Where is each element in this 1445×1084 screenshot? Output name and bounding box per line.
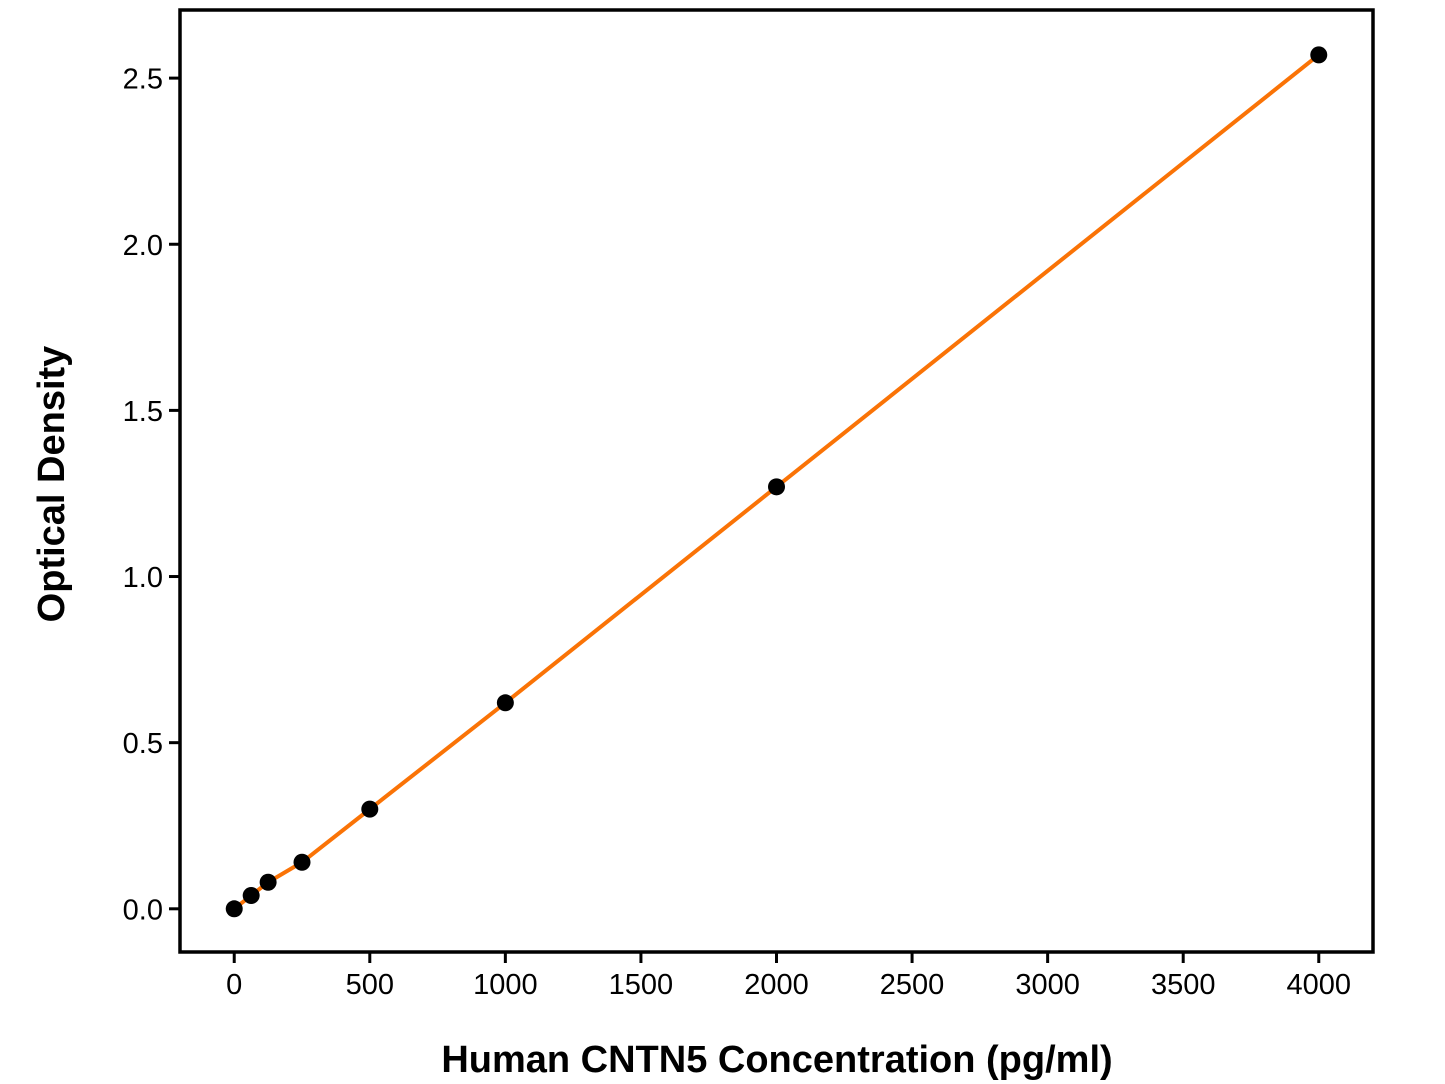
- data-point-marker: [361, 800, 379, 818]
- x-tick-label: 1000: [473, 969, 538, 1001]
- x-tick-label: 1500: [609, 969, 674, 1001]
- y-tick-label: 0.5: [123, 728, 163, 760]
- x-tick-label: 0: [226, 969, 242, 1001]
- y-axis-title: Optical Density: [31, 346, 73, 623]
- data-point-marker: [259, 873, 277, 891]
- x-tick-label: 4000: [1287, 969, 1352, 1001]
- y-tick-label: 0.0: [123, 894, 163, 926]
- data-point-marker: [1310, 46, 1328, 64]
- x-tick-label: 3500: [1151, 969, 1216, 1001]
- x-tick-label: 3000: [1015, 969, 1080, 1001]
- axis-ticks: 0 500 1000 1500 2000 2500 3000 3500 4000 0.0 0.5 1.…: [123, 64, 1351, 1001]
- data-point-marker: [768, 478, 785, 496]
- data-point-marker: [225, 900, 243, 918]
- y-tick-label: 2.0: [123, 230, 163, 262]
- x-tick-label: 500: [346, 969, 394, 1001]
- x-tick-label: 2500: [880, 969, 945, 1001]
- data-series: [225, 46, 1328, 918]
- x-tick-label: 2000: [744, 969, 809, 1001]
- data-point-marker: [293, 853, 311, 871]
- y-tick-label: 1.5: [123, 396, 163, 428]
- x-axis-title: Human CNTN5 Concentration (pg/ml): [441, 1039, 1112, 1081]
- y-tick-label: 2.5: [123, 64, 163, 96]
- y-tick-label: 1.0: [123, 562, 163, 594]
- data-point-marker: [496, 694, 514, 712]
- data-point-marker: [242, 887, 260, 905]
